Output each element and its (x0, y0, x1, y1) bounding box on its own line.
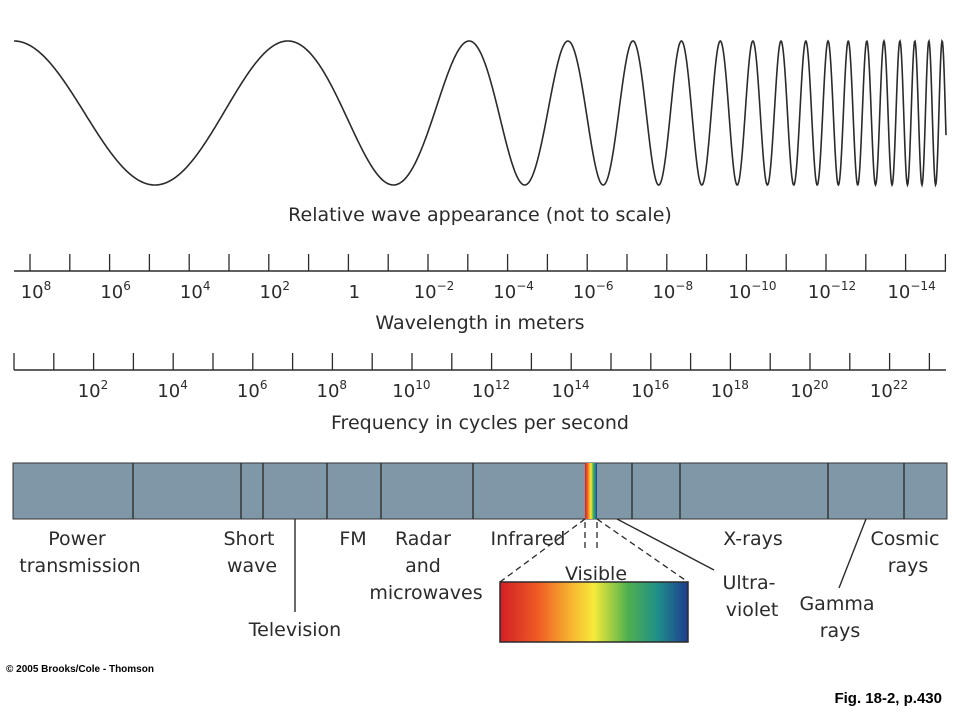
label-visible: Visible (565, 563, 627, 585)
label-ultraviolet: Ultra- violet (723, 572, 782, 621)
ultraviolet-leader (616, 518, 715, 571)
spectrum-bar (12, 462, 948, 520)
visible-band (585, 463, 597, 519)
label-power-transmission: Power transmission (19, 528, 140, 577)
wavelength-tick-labels: 108 106 104 102 1 10−2 10−4 10−6 10−8 10−10 10−12 1… (21, 279, 936, 303)
wavelength-tick-label: 106 (100, 279, 131, 303)
frequency-tick-label: 1020 (790, 378, 828, 402)
frequency-tick-labels: 102 104 106 108 1010 1012 1014 1016 1018 1020 1022 (78, 378, 908, 402)
wavelength-minor-ticks (29, 254, 947, 271)
wavelength-tick-label: 10−14 (887, 279, 935, 303)
frequency-tick-label: 1022 (870, 378, 908, 402)
frequency-tick-label: 104 (157, 378, 188, 402)
visible-guide-right (596, 518, 689, 583)
frequency-tick-label: 1012 (472, 378, 510, 402)
figure-reference: Fig. 18-2, p.430 (834, 690, 942, 707)
visible-guide-left (499, 518, 586, 583)
wavelength-tick-label: 10−10 (728, 279, 776, 303)
label-x-rays: X-rays (723, 528, 783, 550)
gamma-leader (838, 518, 867, 589)
wavelength-tick-label: 10−12 (808, 279, 856, 303)
wavelength-tick-label: 104 (180, 279, 211, 303)
wavelength-tick-label: 10−2 (414, 279, 455, 303)
wave-caption: Relative wave appearance (not to scale) (288, 204, 672, 226)
copyright-notice: © 2005 Brooks/Cole - Thomson (6, 664, 154, 675)
label-television: Television (248, 619, 341, 641)
wavelength-tick-label: 108 (21, 279, 52, 303)
label-fm: FM (339, 528, 366, 550)
wavelength-axis: 108 106 104 102 1 10−2 10−4 10−6 10−8 10−10 10−12 1… (14, 254, 947, 303)
wavelength-tick-label: 102 (260, 279, 291, 303)
spectrum-dividers (132, 463, 905, 519)
wavelength-tick-label: 10−4 (493, 279, 534, 303)
frequency-tick-label: 1016 (631, 378, 669, 402)
frequency-axis-title: Frequency in cycles per second (331, 412, 629, 434)
frequency-tick-label: 106 (237, 378, 268, 402)
frequency-tick-label: 108 (317, 378, 348, 402)
label-short-wave: Short wave (223, 528, 280, 577)
visible-spectrum-expanded (499, 581, 689, 643)
label-gamma-rays: Gamma rays (799, 593, 880, 642)
frequency-tick-label: 1014 (552, 378, 590, 402)
label-radar-microwaves: Radar and microwaves (369, 528, 482, 604)
wave-curve (14, 38, 947, 188)
wavelength-tick-label: 1 (349, 282, 360, 303)
label-cosmic-rays: Cosmic rays (870, 528, 945, 577)
frequency-minor-ticks (13, 353, 931, 370)
label-infrared: Infrared (491, 528, 566, 550)
frequency-axis: 102 104 106 108 1010 1012 1014 1016 1018 1020 1022 (13, 353, 946, 402)
frequency-tick-label: 1018 (711, 378, 749, 402)
wavelength-tick-label: 10−8 (652, 279, 693, 303)
frequency-tick-label: 1010 (392, 378, 430, 402)
frequency-tick-label: 102 (78, 378, 109, 402)
wavelength-axis-title: Wavelength in meters (375, 312, 584, 334)
wavelength-tick-label: 10−6 (573, 279, 614, 303)
